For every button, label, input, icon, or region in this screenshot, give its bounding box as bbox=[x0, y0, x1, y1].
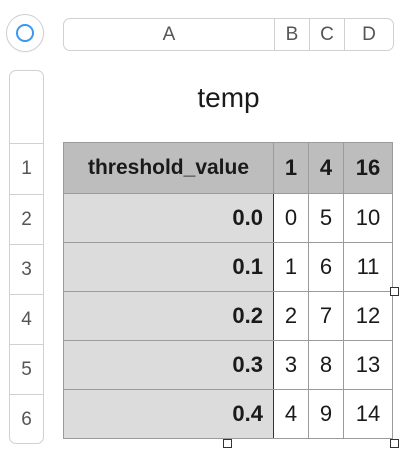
row-header-bar: 1 2 3 4 5 6 bbox=[9, 70, 44, 444]
table-row: 0.0 0 5 10 bbox=[63, 193, 393, 243]
table-row: 0.2 2 7 12 bbox=[63, 291, 393, 341]
table-cell[interactable]: 0 bbox=[273, 193, 309, 243]
header-cell-threshold[interactable]: threshold_value bbox=[63, 142, 274, 194]
data-table[interactable]: threshold_value 1 4 16 0.0 0 5 10 0.1 1 … bbox=[63, 142, 393, 439]
table-row: 0.1 1 6 11 bbox=[63, 242, 393, 292]
row-label-cell[interactable]: 0.4 bbox=[63, 389, 274, 439]
header-cell-1[interactable]: 1 bbox=[273, 142, 309, 194]
column-header-bar: A B C D bbox=[63, 18, 394, 51]
column-header-d[interactable]: D bbox=[344, 19, 393, 50]
row-header-4[interactable]: 4 bbox=[10, 294, 43, 344]
table-cell[interactable]: 2 bbox=[273, 291, 309, 341]
header-cell-4[interactable]: 4 bbox=[308, 142, 344, 194]
table-cell[interactable]: 9 bbox=[308, 389, 344, 439]
circle-select-all-icon bbox=[16, 24, 34, 42]
table-row: 0.3 3 8 13 bbox=[63, 340, 393, 390]
column-header-a[interactable]: A bbox=[162, 23, 176, 45]
table-cell[interactable]: 4 bbox=[273, 389, 309, 439]
table-cell[interactable]: 7 bbox=[308, 291, 344, 341]
table-header-row: threshold_value 1 4 16 bbox=[63, 142, 393, 194]
table-cell[interactable]: 11 bbox=[343, 242, 393, 292]
column-header-b[interactable]: B bbox=[274, 19, 309, 50]
header-cell-16[interactable]: 16 bbox=[343, 142, 393, 194]
table-cell[interactable]: 12 bbox=[343, 291, 393, 341]
row-header-1[interactable]: 1 bbox=[10, 143, 43, 194]
row-header-2[interactable]: 2 bbox=[10, 194, 43, 244]
row-header-6[interactable]: 6 bbox=[10, 394, 43, 443]
table-cell[interactable]: 5 bbox=[308, 193, 344, 243]
resize-handle-corner[interactable] bbox=[390, 439, 399, 448]
row-label-cell[interactable]: 0.1 bbox=[63, 242, 274, 292]
resize-handle-bottom[interactable] bbox=[223, 439, 232, 448]
table-cell[interactable]: 13 bbox=[343, 340, 393, 390]
table-cell[interactable]: 6 bbox=[308, 242, 344, 292]
table-cell[interactable]: 8 bbox=[308, 340, 344, 390]
resize-handle-right[interactable] bbox=[390, 287, 399, 296]
table-cell[interactable]: 10 bbox=[343, 193, 393, 243]
table-cell[interactable]: 14 bbox=[343, 389, 393, 439]
table-cell[interactable]: 1 bbox=[273, 242, 309, 292]
row-header-5[interactable]: 5 bbox=[10, 344, 43, 394]
row-label-cell[interactable]: 0.3 bbox=[63, 340, 274, 390]
table-row: 0.4 4 9 14 bbox=[63, 389, 393, 439]
row-label-cell[interactable]: 0.2 bbox=[63, 291, 274, 341]
table-title[interactable]: temp bbox=[197, 82, 260, 113]
column-header-c[interactable]: C bbox=[309, 19, 344, 50]
table-cell[interactable]: 3 bbox=[273, 340, 309, 390]
row-header-3[interactable]: 3 bbox=[10, 244, 43, 294]
select-all-button[interactable] bbox=[6, 14, 44, 52]
row-label-cell[interactable]: 0.0 bbox=[63, 193, 274, 243]
